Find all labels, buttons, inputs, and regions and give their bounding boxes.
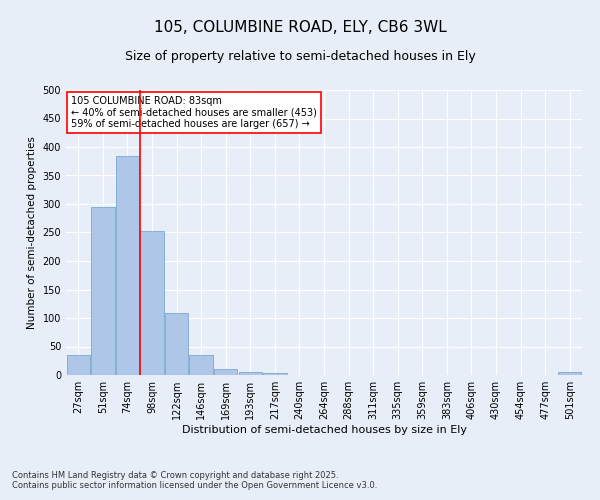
- Bar: [140, 231, 164, 375]
- Bar: [67, 355, 90, 375]
- Bar: [558, 372, 581, 375]
- Bar: [165, 314, 188, 375]
- Text: 105, COLUMBINE ROAD, ELY, CB6 3WL: 105, COLUMBINE ROAD, ELY, CB6 3WL: [154, 20, 446, 35]
- Text: Contains HM Land Registry data © Crown copyright and database right 2025.
Contai: Contains HM Land Registry data © Crown c…: [12, 470, 377, 490]
- Bar: [190, 355, 213, 375]
- Bar: [239, 372, 262, 375]
- X-axis label: Distribution of semi-detached houses by size in Ely: Distribution of semi-detached houses by …: [182, 425, 467, 435]
- Bar: [214, 370, 238, 375]
- Bar: [263, 372, 287, 375]
- Text: 105 COLUMBINE ROAD: 83sqm
← 40% of semi-detached houses are smaller (453)
59% of: 105 COLUMBINE ROAD: 83sqm ← 40% of semi-…: [71, 96, 317, 129]
- Bar: [116, 156, 139, 375]
- Y-axis label: Number of semi-detached properties: Number of semi-detached properties: [27, 136, 37, 329]
- Bar: [91, 207, 115, 375]
- Text: Size of property relative to semi-detached houses in Ely: Size of property relative to semi-detach…: [125, 50, 475, 63]
